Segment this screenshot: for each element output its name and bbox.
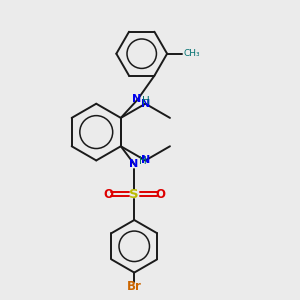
Text: Br: Br	[127, 280, 142, 293]
Text: O: O	[155, 188, 165, 200]
Text: N: N	[132, 94, 141, 104]
Text: O: O	[103, 188, 113, 200]
Text: N: N	[141, 155, 150, 166]
Text: H: H	[142, 97, 149, 106]
Text: N: N	[141, 99, 150, 109]
Text: H: H	[139, 156, 146, 166]
Text: S: S	[129, 188, 139, 200]
Text: CH₃: CH₃	[184, 49, 200, 58]
Text: N: N	[129, 159, 138, 169]
